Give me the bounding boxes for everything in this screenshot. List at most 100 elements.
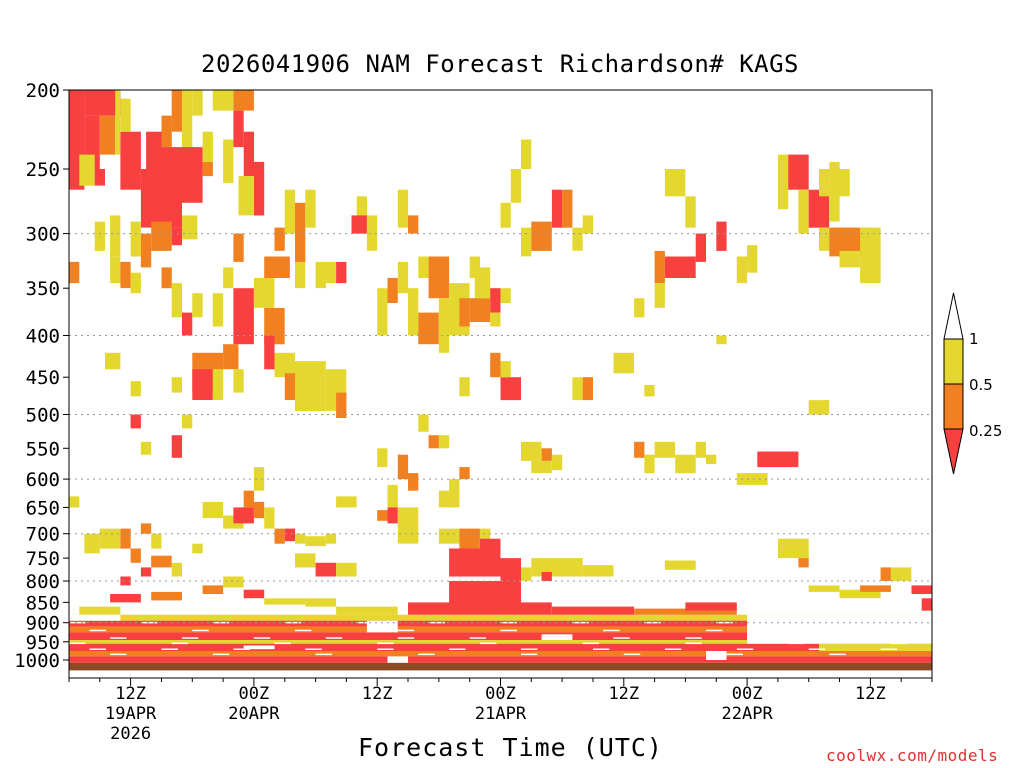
heatmap-cell <box>264 507 275 529</box>
y-tick-label: 200 <box>26 80 60 102</box>
heatmap-cell <box>69 651 932 657</box>
heatmap-cell <box>654 250 665 284</box>
heatmap-cell <box>212 369 224 400</box>
credit-link[interactable]: coolwx.com/models <box>826 746 999 765</box>
heatmap-cell <box>418 414 429 432</box>
heatmap-cell <box>264 598 306 605</box>
heatmap-cell <box>562 189 573 228</box>
heatmap-stripe <box>808 629 826 632</box>
heatmap-cell <box>911 585 932 594</box>
heatmap-stripe <box>397 629 415 632</box>
heatmap-cell <box>171 377 182 393</box>
heatmap-cell <box>490 312 501 327</box>
heatmap-cell <box>325 533 337 544</box>
heatmap-cell <box>305 189 316 228</box>
heatmap-cell <box>274 352 295 378</box>
heatmap-cell <box>480 538 501 551</box>
heatmap-cell <box>253 161 265 216</box>
chart-title: 2026041906 NAM Forecast Richardson# KAGS <box>201 50 799 78</box>
heatmap-cell <box>238 176 254 216</box>
heatmap-cell <box>274 227 285 251</box>
heatmap-stripe <box>808 648 826 650</box>
heatmap-cell <box>140 523 152 534</box>
y-tick-label: 300 <box>26 224 60 246</box>
heatmap-cell <box>777 154 789 210</box>
heatmap-cell <box>284 189 296 234</box>
y-tick-label: 350 <box>26 278 60 300</box>
heatmap-cell <box>233 369 244 393</box>
heatmap-stripe <box>253 637 271 639</box>
heatmap-cell <box>171 562 182 577</box>
heatmap-cell <box>500 361 511 378</box>
heatmap-cell <box>685 602 737 611</box>
legend-cap-bottom <box>943 428 964 475</box>
heatmap-cell <box>253 501 265 519</box>
heatmap-cell <box>531 558 583 577</box>
heatmap-stripe <box>161 648 178 650</box>
heatmap-cell <box>664 560 686 570</box>
heatmap-cell <box>295 202 306 262</box>
heatmap-cell <box>79 154 95 186</box>
heatmap-stripe <box>377 648 394 650</box>
heatmap-cell <box>839 250 860 268</box>
heatmap-cell <box>212 293 224 327</box>
heatmap-cell <box>305 598 337 607</box>
heatmap-cell <box>120 576 131 586</box>
heatmap-stripe <box>706 629 723 632</box>
heatmap-stripe <box>89 648 106 650</box>
heatmap-stripe <box>110 653 127 656</box>
y-tick-label: 850 <box>26 592 60 614</box>
heatmap-stripe <box>418 653 435 656</box>
heatmap-cell <box>151 221 172 251</box>
heatmap-cell <box>171 435 182 458</box>
heatmap-cell <box>480 528 491 544</box>
heatmap-cell <box>490 288 501 313</box>
heatmap-cell <box>408 288 419 336</box>
heatmap-stripe <box>469 637 487 639</box>
heatmap-cell <box>551 189 563 228</box>
heatmap-cell <box>223 139 234 183</box>
heatmap-cell <box>336 496 357 508</box>
heatmap-cell <box>69 656 932 663</box>
heatmap-cell <box>182 312 193 336</box>
heatmap-stripe <box>521 648 538 650</box>
y-tick-label: 700 <box>26 524 60 546</box>
heatmap-cell <box>94 169 105 186</box>
heatmap-cell <box>192 369 213 400</box>
heatmap-stripe <box>69 642 86 645</box>
heatmap-cell <box>418 312 439 345</box>
heatmap-cell <box>151 591 182 601</box>
heatmap-cell <box>140 233 152 268</box>
heatmap-cell <box>274 528 285 544</box>
heatmap-cell <box>356 196 367 234</box>
heatmap-cell <box>798 558 809 568</box>
heatmap-cell <box>366 215 378 251</box>
x-tick-year-label: 2026 <box>110 724 151 744</box>
heatmap-stripe <box>613 637 630 639</box>
heatmap-cell <box>521 441 542 461</box>
heatmap-cell <box>387 484 398 508</box>
heatmap-cell <box>79 606 121 615</box>
heatmap-cell <box>171 227 182 246</box>
heatmap-cell <box>510 169 522 203</box>
y-tick-label: 450 <box>26 367 60 389</box>
x-tick-label: 00Z <box>485 684 516 704</box>
y-tick-label: 600 <box>26 469 60 491</box>
heatmap-cell <box>105 352 121 370</box>
heatmap-cell <box>582 377 593 401</box>
heatmap-cell <box>736 473 768 485</box>
heatmap-cell <box>161 115 172 148</box>
heatmap-cell <box>644 454 655 474</box>
heatmap-cell <box>336 261 347 284</box>
heatmap-cell <box>387 507 398 524</box>
heatmap-cell <box>151 555 172 568</box>
heatmap-stripe <box>829 637 846 639</box>
heatmap-stripe <box>397 637 415 639</box>
heatmap-cell <box>582 215 593 234</box>
heatmap-cell <box>284 528 296 542</box>
heatmap-cell <box>716 335 727 345</box>
heatmap-stripe <box>890 642 908 645</box>
y-axis: 200 250 300 350 400 450 500 550 600 650 7007508008… <box>14 80 69 672</box>
y-tick-label: 400 <box>26 326 60 348</box>
heatmap-cell <box>500 377 521 401</box>
